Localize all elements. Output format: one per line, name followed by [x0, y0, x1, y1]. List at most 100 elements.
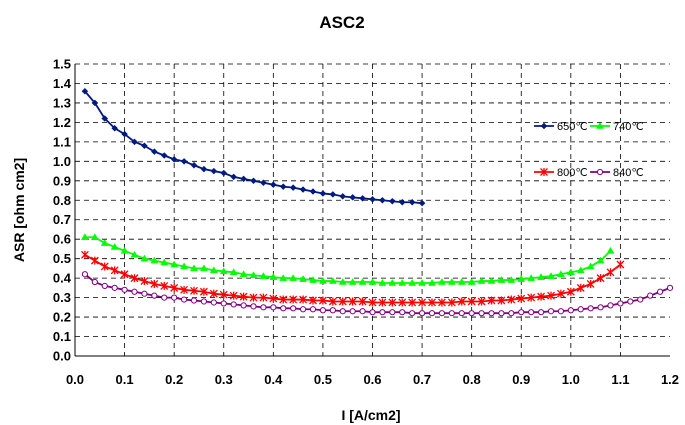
x-tick-label: 0.6 [363, 372, 381, 387]
circle-marker [309, 306, 317, 313]
circle-marker [280, 305, 287, 312]
axes [74, 64, 670, 357]
circle-marker [329, 307, 336, 314]
diamond-marker [210, 167, 218, 175]
x-marker [348, 297, 357, 306]
x-marker [616, 260, 625, 269]
x-marker [259, 293, 268, 302]
triangle-marker [120, 246, 129, 254]
diamond-marker [240, 175, 247, 183]
x-marker [586, 279, 595, 288]
x-marker [100, 262, 109, 271]
x-marker [447, 298, 456, 307]
series [81, 271, 674, 317]
triangle-marker [130, 250, 139, 258]
diamond-marker [200, 165, 208, 173]
triangle-marker [457, 278, 466, 285]
x-marker [368, 298, 377, 307]
triangle-marker [150, 256, 159, 264]
legend-item: 840℃ [590, 167, 644, 179]
x-tick-label: 0.2 [165, 372, 183, 387]
triangle-marker [596, 256, 605, 264]
x-marker [140, 277, 149, 286]
triangle-marker [348, 278, 357, 285]
circle-marker [230, 301, 237, 308]
triangle-marker [378, 279, 387, 286]
x-marker [358, 297, 367, 306]
triangle-marker [447, 278, 456, 285]
circle-marker [339, 308, 346, 315]
triangle-marker [517, 275, 526, 282]
diamond-marker [230, 173, 238, 181]
x-marker [299, 295, 308, 304]
circle-marker [270, 304, 277, 311]
x-tick-label: 1.0 [562, 372, 580, 387]
triangle-marker [259, 272, 268, 279]
y-tick-label: 0.6 [53, 232, 71, 247]
triangle-marker [388, 279, 397, 286]
circle-marker [637, 296, 644, 303]
circle-marker [617, 300, 624, 307]
x-marker [556, 289, 565, 298]
diamond-marker [540, 122, 548, 130]
circle-marker [141, 290, 148, 297]
x-tick-label: 0.1 [116, 372, 134, 387]
circle-marker [399, 309, 406, 316]
x-marker [418, 298, 427, 307]
y-tick-label: 1.0 [53, 154, 71, 169]
x-marker [497, 296, 506, 305]
triangle-marker [190, 264, 198, 272]
x-marker [378, 298, 387, 307]
circle-marker [478, 310, 485, 317]
legend-label: 740℃ [613, 121, 644, 133]
x-marker [537, 292, 546, 301]
diamond-marker [379, 196, 386, 204]
circle-marker [508, 310, 515, 317]
y-axis-label: ASR [ohm cm2] [11, 158, 27, 262]
diamond-marker [359, 194, 366, 202]
x-marker [517, 294, 526, 303]
x-marker [289, 295, 298, 304]
triangle-marker [467, 278, 476, 285]
circle-marker [240, 302, 247, 309]
triangle-marker [229, 268, 238, 276]
series [81, 87, 426, 207]
triangle-marker [309, 276, 317, 283]
x-marker [596, 274, 605, 283]
y-tick-label: 1.3 [53, 95, 71, 110]
triangle-marker [279, 274, 288, 281]
x-tick-label: 1.2 [661, 372, 679, 387]
diamond-marker [141, 142, 148, 150]
y-tick-label: 0.9 [53, 173, 71, 188]
circle-marker [418, 310, 426, 317]
diamond-marker [111, 124, 119, 132]
triangle-marker [497, 276, 506, 283]
circle-marker [349, 308, 356, 315]
triangle-marker [477, 277, 486, 284]
circle-marker [488, 310, 495, 317]
triangle-marker [428, 279, 436, 286]
y-tick-label: 0.4 [53, 271, 72, 286]
x-marker [160, 281, 169, 290]
diamond-marker [279, 183, 287, 190]
legend: 650℃ 740℃ 800℃ 840℃ [534, 121, 644, 179]
triangle-marker [249, 271, 258, 278]
diamond-marker [131, 138, 138, 146]
y-tick-label: 0.5 [53, 251, 71, 266]
diamond-marker [220, 169, 228, 177]
triangle-marker [368, 278, 377, 285]
x-marker [576, 283, 585, 292]
y-tick-label: 0.2 [53, 310, 71, 325]
circle-marker [656, 288, 664, 295]
diamond-marker [260, 179, 267, 187]
circle-marker [498, 310, 505, 317]
legend-label: 840℃ [613, 167, 644, 179]
grid [75, 63, 670, 356]
circle-marker [607, 302, 614, 309]
legend-item: 650℃ [534, 121, 588, 133]
x-marker [487, 296, 496, 305]
diamond-marker [319, 190, 327, 197]
x-marker [120, 270, 129, 279]
triangle-marker [170, 260, 179, 268]
circle-marker [647, 292, 654, 299]
